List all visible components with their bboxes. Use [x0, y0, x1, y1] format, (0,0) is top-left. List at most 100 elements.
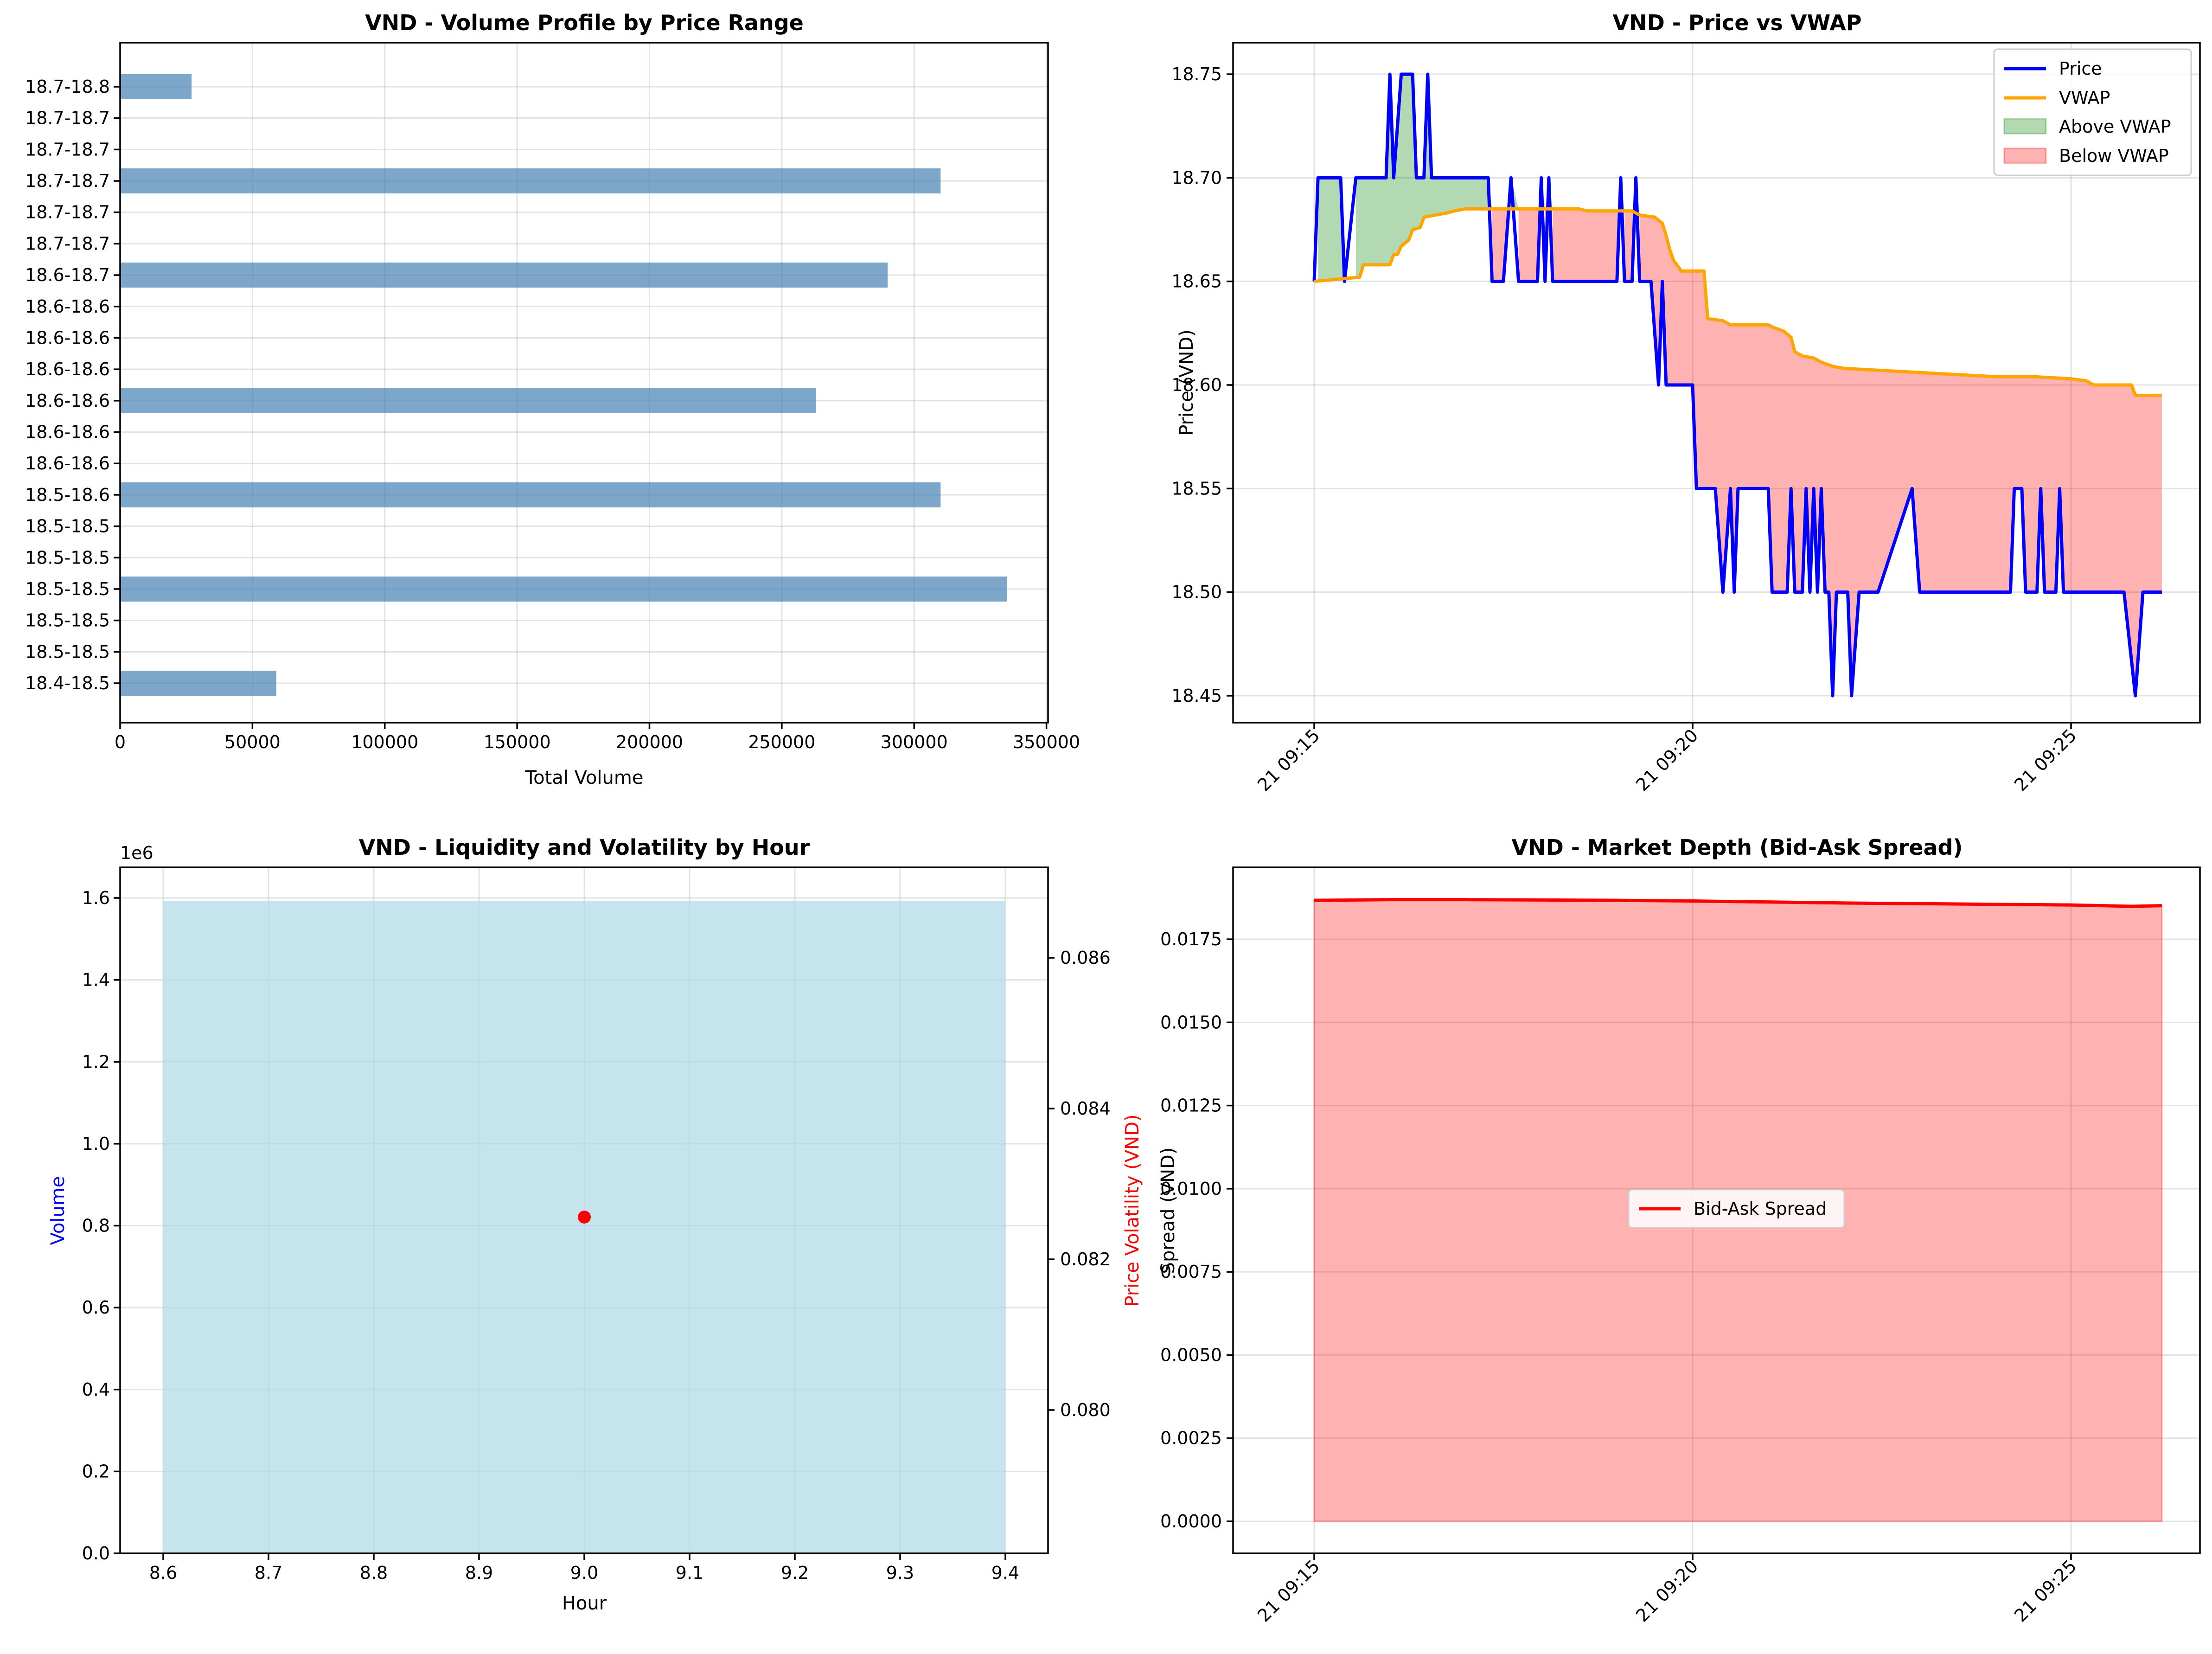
- x-tick-label: 200000: [616, 732, 683, 752]
- y-tick-label: 1.4: [82, 970, 110, 990]
- y-tick-label: 18.5-18.6: [25, 485, 110, 505]
- price-vwap-ylabel: Price (VND): [1176, 329, 1197, 436]
- market-depth-frame: [1232, 866, 2201, 1554]
- x-tick-label: 350000: [1013, 732, 1080, 752]
- liquidity-ylabel: Volume: [47, 1176, 69, 1245]
- x-tick-label: 9.1: [676, 1563, 703, 1583]
- x-tick-label: 8.7: [255, 1563, 282, 1583]
- x-tick-label: 0: [115, 732, 126, 752]
- y-tick-label: 18.4-18.5: [25, 673, 110, 693]
- legend-price-label: Price: [2059, 58, 2102, 79]
- legend-vwap-label: VWAP: [2059, 88, 2110, 108]
- volume-profile-panel: VND - Volume Profile by Price Range 18.4…: [25, 10, 1080, 789]
- x-tick-label: 8.8: [360, 1563, 388, 1583]
- y-tick-label: 18.6-18.6: [25, 391, 110, 411]
- below-vwap-area: [1518, 209, 1541, 282]
- y-tick-label: 18.55: [1171, 478, 1222, 499]
- volume-profile-xlabel: Total Volume: [525, 767, 644, 789]
- legend-above-label: Above VWAP: [2059, 116, 2171, 137]
- vwap-line: [1314, 207, 2162, 397]
- volatility-point: [578, 1211, 591, 1224]
- y-tick-label: 18.6-18.6: [25, 453, 110, 474]
- x-tick-label: 21 09:20: [1632, 725, 1702, 795]
- y-tick-label: 18.7-18.8: [25, 77, 110, 97]
- price-vwap-legend: Price VWAP Above VWAP Below VWAP: [1993, 48, 2192, 176]
- price-line: [1312, 72, 2162, 698]
- y-tick-label: 1.0: [82, 1134, 110, 1154]
- y-tick-label: 0.0175: [1160, 929, 1222, 949]
- liquidity-volatility-panel: VND - Liquidity and Volatility by Hour 0…: [47, 835, 1143, 1614]
- y-tick-label: 0.0100: [1160, 1179, 1222, 1199]
- y-tick-label: 18.7-18.7: [25, 139, 110, 160]
- market-depth-ylabel: Spread (VND): [1157, 1148, 1179, 1274]
- right-tick-label: 0.084: [1060, 1098, 1111, 1119]
- price-vwap-panel: VND - Price vs VWAP 18.45 18.50 18.55 18.60…: [1171, 10, 2201, 795]
- volume-profile-frame: [119, 42, 1049, 724]
- volume-bar: [120, 576, 1007, 602]
- volume-bar: [120, 482, 941, 507]
- y-tick-label: 0.8: [82, 1216, 110, 1236]
- y-tick-label: 0.6: [82, 1297, 110, 1318]
- volatility-ylabel: Price Volatility (VND): [1122, 1114, 1143, 1307]
- market-depth-legend: Bid-Ask Spread: [1628, 1189, 1845, 1229]
- x-tick-label: 9.4: [991, 1563, 1019, 1583]
- legend-below-label: Below VWAP: [2059, 146, 2169, 166]
- y-tick-label: 18.70: [1171, 167, 1222, 188]
- x-tick-label: 21 09:15: [1253, 725, 1323, 795]
- y-tick-label: 18.7-18.7: [25, 202, 110, 223]
- liquidity-title: VND - Liquidity and Volatility by Hour: [359, 835, 810, 860]
- y-tick-label: 18.5-18.5: [25, 579, 110, 599]
- y-tick-label: 18.6-18.7: [25, 265, 110, 285]
- volume-bar: [163, 901, 1005, 1553]
- y-tick-label: 18.65: [1171, 271, 1222, 292]
- market-depth-panel: VND - Market Depth (Bid-Ask Spread) 0.00…: [1157, 835, 2201, 1626]
- y-tick-label: 18.5-18.5: [25, 610, 110, 631]
- volume-bar: [120, 263, 888, 288]
- price-vwap-title: VND - Price vs VWAP: [1612, 10, 1861, 35]
- price-vwap-frame: [1232, 42, 2201, 724]
- x-tick-label: 9.0: [570, 1563, 598, 1583]
- x-tick-label: 21 09:20: [1632, 1556, 1702, 1626]
- y-tick-label: 18.6-18.6: [25, 422, 110, 442]
- legend-spread-label: Bid-Ask Spread: [1694, 1199, 1827, 1219]
- volume-bar: [120, 388, 817, 413]
- y-tick-label: 0.0150: [1160, 1012, 1222, 1032]
- x-tick-label: 50000: [224, 732, 281, 752]
- below-vwap-area: [1639, 215, 2162, 696]
- y-tick-label: 0.0125: [1160, 1096, 1222, 1116]
- y-tick-label: 18.6-18.6: [25, 359, 110, 379]
- volume-bar: [120, 671, 276, 696]
- x-tick-label: 21 09:25: [2010, 725, 2080, 795]
- x-tick-label: 9.2: [781, 1563, 809, 1583]
- legend-above-swatch: [2003, 118, 2047, 135]
- x-tick-label: 8.6: [149, 1563, 177, 1583]
- y-tick-label: 1.6: [82, 888, 110, 908]
- x-tick-label: 9.3: [886, 1563, 914, 1583]
- x-tick-label: 21 09:15: [1253, 1556, 1323, 1626]
- x-tick-label: 250000: [748, 732, 815, 752]
- y-tick-label: 1.2: [82, 1051, 110, 1072]
- y-tick-label: 0.0050: [1160, 1345, 1222, 1365]
- spread-line: [1314, 898, 2162, 908]
- y-tick-label: 18.45: [1171, 686, 1222, 706]
- y-tick-label: 18.5-18.5: [25, 641, 110, 662]
- y-tick-label: 18.5-18.5: [25, 547, 110, 568]
- y-tick-label: 18.60: [1171, 375, 1222, 395]
- above-vwap-area: [1318, 178, 1345, 281]
- volume-bar: [120, 74, 192, 99]
- volume-profile-title: VND - Volume Profile by Price Range: [365, 10, 804, 35]
- y-tick-label: 18.75: [1171, 64, 1222, 84]
- y-tick-label: 0.0: [82, 1543, 110, 1564]
- y-tick-label: 0.2: [82, 1461, 110, 1481]
- x-tick-label: 100000: [351, 732, 418, 752]
- y-tick-label: 0.4: [82, 1379, 110, 1400]
- y-tick-label: 18.5-18.5: [25, 516, 110, 537]
- y-tick-label: 18.7-18.7: [25, 233, 110, 254]
- legend-below-swatch: [2003, 147, 2047, 164]
- right-tick-label: 0.082: [1060, 1249, 1111, 1269]
- y-tick-label: 18.6-18.6: [25, 327, 110, 348]
- y-tick-label: 0.0000: [1160, 1511, 1222, 1532]
- x-tick-label: 8.9: [465, 1563, 493, 1583]
- y-tick-label: 18.6-18.6: [25, 296, 110, 317]
